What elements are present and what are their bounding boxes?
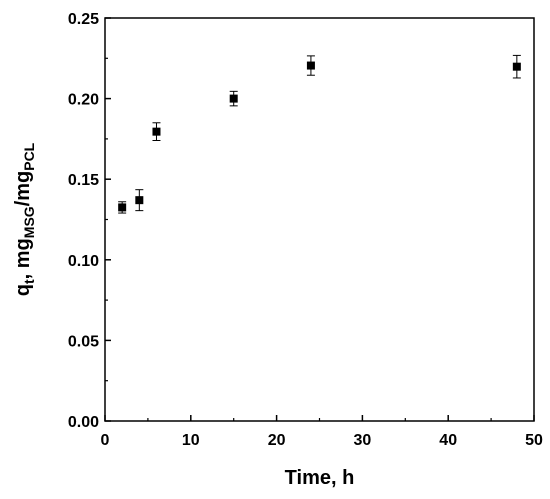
data-point (512, 54, 521, 79)
data-point (152, 122, 161, 142)
y-axis-title: qt, mgMSG/mgPCL (12, 142, 37, 296)
square-marker (229, 94, 238, 103)
square-marker (135, 196, 144, 205)
y-tick-label: 0.20 (68, 92, 99, 109)
x-tick-label: 30 (354, 432, 372, 449)
square-marker (152, 127, 161, 136)
data-point (118, 201, 127, 214)
y-axis-title-main: q (12, 284, 34, 296)
y-tick-label: 0.15 (68, 172, 99, 189)
y-axis: 0.00 0.05 0.10 0.15 0.20 0.25 (68, 11, 111, 431)
y-axis-title-sub-msg: MSG (21, 206, 37, 238)
square-marker (306, 61, 315, 70)
data-point (135, 189, 144, 212)
x-tick-label: 40 (439, 432, 457, 449)
square-marker (512, 62, 521, 71)
y-tick-label: 0.00 (68, 414, 99, 431)
y-axis-title-mid: , mg (12, 238, 34, 279)
x-tick-label: 50 (525, 432, 543, 449)
x-tick-label: 0 (101, 432, 110, 449)
data-point (229, 90, 238, 107)
y-tick-label: 0.05 (68, 333, 99, 350)
y-axis-title-sub-pcl: PCL (21, 142, 37, 170)
square-marker (118, 203, 127, 212)
y-axis-title-slash: /mg (12, 171, 34, 207)
data-point (306, 55, 315, 76)
x-tick-label: 20 (268, 432, 286, 449)
x-axis: 0 10 20 30 40 50 (101, 415, 543, 449)
data-series (118, 54, 521, 214)
y-axis-title-sub-t: t (21, 279, 37, 284)
x-tick-label: 10 (182, 432, 200, 449)
x-axis-title: Time, h (285, 467, 355, 489)
y-tick-label: 0.10 (68, 253, 99, 270)
y-tick-label: 0.25 (68, 11, 99, 28)
plot-area-frame (104, 17, 535, 422)
